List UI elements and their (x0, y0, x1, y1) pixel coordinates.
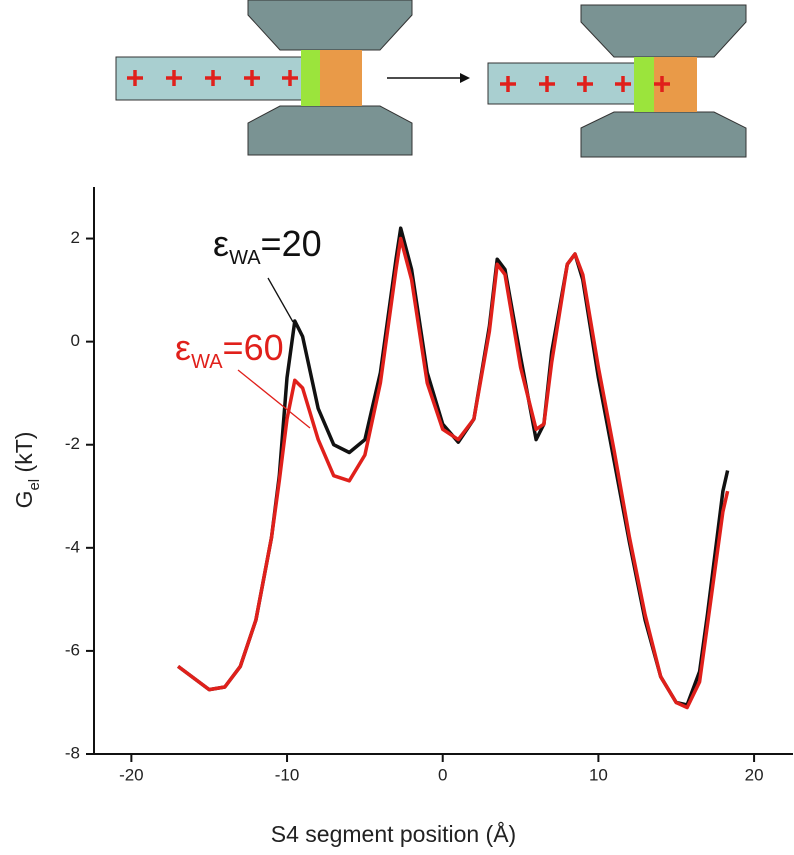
annotation-leader (267, 277, 294, 323)
y-tick-label: -4 (65, 537, 80, 556)
annotation-symbol: ε (213, 223, 229, 264)
y-tick-label: -8 (65, 743, 80, 762)
series-line (177, 226, 730, 707)
channel-top (247, 0, 413, 51)
y-label-text: (kT) (11, 432, 37, 479)
y-tick-label: -6 (65, 640, 80, 659)
x-tick-label: 0 (438, 765, 447, 784)
x-tick-label: 10 (589, 765, 608, 784)
annotation-subscript: WA (229, 247, 261, 269)
y-axis-label: Gel (kT) (11, 432, 43, 509)
annotation-text: =20 (261, 223, 322, 264)
y-label-symbol: G (11, 491, 37, 509)
charges (500, 76, 670, 92)
orange-region (320, 50, 362, 106)
channel-bottom (247, 105, 413, 156)
annotation-symbol: ε (175, 327, 191, 368)
y-label-subscript: el (26, 479, 43, 491)
annotation-text: =60 (223, 327, 284, 368)
x-tick-label: 20 (745, 765, 764, 784)
schematic (115, 0, 747, 158)
y-tick-label: 0 (71, 331, 80, 350)
series-line (177, 236, 730, 710)
x-axis-label: S4 segment position (Å) (271, 820, 516, 847)
x-tick-label: -20 (119, 765, 144, 784)
x-tick-label: -10 (275, 765, 300, 784)
green-region (634, 57, 654, 112)
annotation: εWA=60 (175, 327, 284, 373)
charges (127, 70, 298, 86)
channel-top (580, 4, 747, 58)
annotation: εWA=20 (213, 223, 322, 269)
annotation-subscript: WA (191, 351, 223, 373)
green-region (301, 50, 320, 106)
channel-bottom (580, 111, 747, 158)
annotation-leader (237, 369, 311, 429)
arrow-head (460, 73, 470, 83)
y-tick-label: 2 (71, 228, 80, 247)
y-tick-label: -2 (65, 434, 80, 453)
